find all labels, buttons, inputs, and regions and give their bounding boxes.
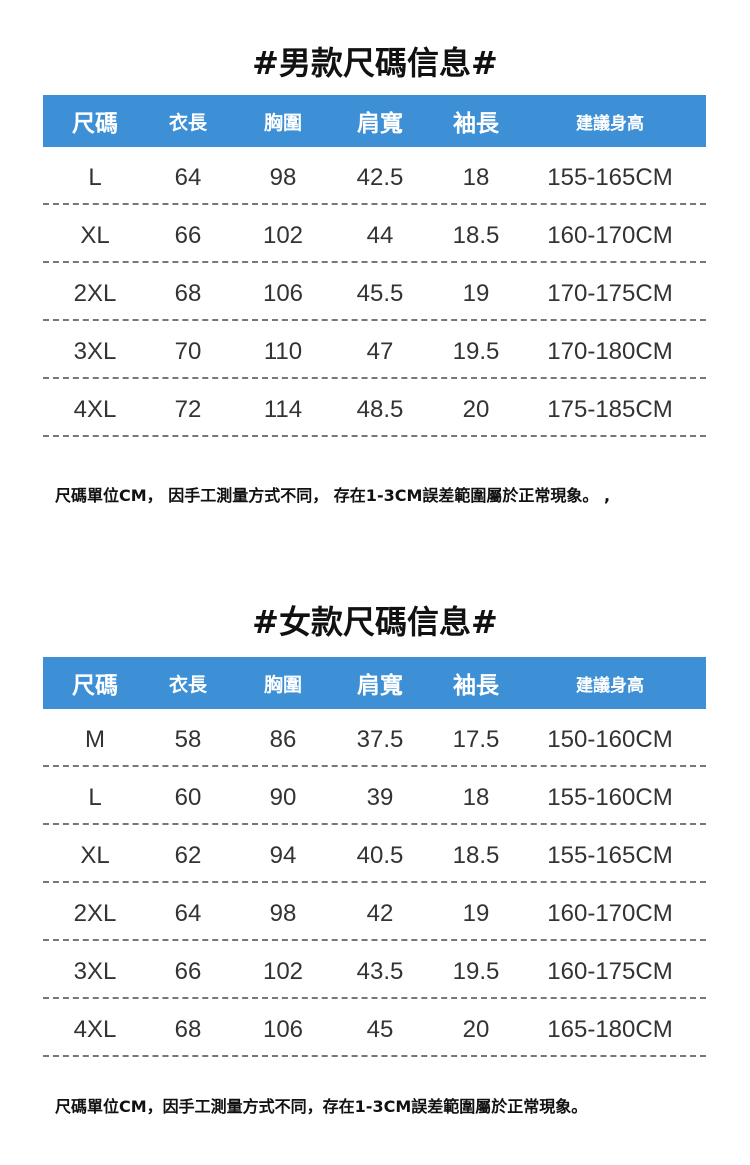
table-cell: 155-165CM (547, 842, 673, 869)
column-header: 胸圍 (263, 111, 303, 134)
column-header: 尺碼 (72, 111, 118, 137)
table-cell: 94 (269, 842, 297, 869)
table-row: M 58 86 37.5 17.5 150-160CM (43, 709, 706, 767)
table-cell: 86 (269, 726, 297, 753)
table-cell: L (88, 164, 102, 191)
table-cell: 64 (174, 900, 202, 927)
table-cell: 19 (462, 280, 490, 307)
table-cell: 45.5 (356, 280, 404, 307)
table-cell: 110 (263, 338, 303, 365)
table-cell: 165-180CM (547, 1016, 673, 1043)
table-cell: 3XL (73, 338, 117, 365)
table-cell: 18.5 (452, 222, 500, 249)
table-cell: 19.5 (452, 338, 500, 365)
table-cell: 45 (366, 1016, 394, 1043)
table-cell: 20 (462, 396, 490, 423)
table-cell: M (85, 726, 105, 753)
table-cell: 90 (269, 784, 297, 811)
table-cell: 19 (462, 900, 490, 927)
column-header: 建議身高 (576, 113, 644, 134)
table-row: L 64 98 42.5 18 155-165CM (43, 147, 706, 205)
table-cell: 155-160CM (547, 784, 673, 811)
table-cell: 17.5 (452, 726, 500, 753)
table-cell: 72 (174, 396, 202, 423)
column-header: 肩寬 (357, 111, 403, 137)
header-row: 尺碼 衣長 胸圍 肩寬 袖長 建議身高 (43, 657, 706, 709)
table-row: 3XL 66 102 43.5 19.5 160-175CM (43, 941, 706, 999)
column-header: 建議身高 (576, 675, 644, 696)
table-cell: 62 (174, 842, 202, 869)
table-cell: 150-160CM (547, 726, 673, 753)
table-cell: 160-175CM (547, 958, 673, 985)
header-row: 尺碼 衣長 胸圍 肩寬 袖長 建議身高 (43, 95, 706, 147)
table-cell: 2XL (73, 280, 117, 307)
table-cell: XL (80, 222, 110, 249)
table-cell: 106 (262, 1016, 304, 1043)
table-cell: 66 (174, 958, 202, 985)
women-title: #女款尺碼信息# (252, 603, 498, 641)
table-row: XL 66 102 44 18.5 160-170CM (43, 205, 706, 263)
table-cell: 4XL (73, 1016, 117, 1043)
table-cell: 18.5 (452, 842, 500, 869)
table-cell: 2XL (73, 900, 117, 927)
men-size-table: 尺碼 衣長 胸圍 肩寬 袖長 建議身高 L 64 98 42.5 18 155-165CM XL 66 10… (43, 95, 706, 437)
column-header: 衣長 (168, 111, 208, 134)
table-cell: 102 (262, 958, 304, 985)
table-cell: 42 (366, 900, 394, 927)
table-row: L 60 90 39 18 155-160CM (43, 767, 706, 825)
column-header: 袖長 (453, 673, 499, 699)
table-cell: 3XL (73, 958, 117, 985)
men-note: 尺碼單位CM， 因手工測量方式不同， 存在1-3CM誤差範圍屬於正常現象。 , (55, 486, 611, 505)
column-header: 尺碼 (72, 673, 118, 699)
table-cell: 64 (174, 164, 202, 191)
table-cell: 160-170CM (547, 222, 673, 249)
table-cell: 175-185CM (547, 396, 673, 423)
table-cell: 43.5 (356, 958, 404, 985)
table-row: 4XL 68 106 45 20 165-180CM (43, 999, 706, 1057)
table-row: 2XL 64 98 42 19 160-170CM (43, 883, 706, 941)
table-row: 2XL 68 106 45.5 19 170-175CM (43, 263, 706, 321)
table-cell: XL (80, 842, 110, 869)
men-title: #男款尺碼信息# (252, 44, 498, 82)
table-cell: 4XL (73, 396, 117, 423)
table-cell: 155-165CM (547, 164, 673, 191)
table-cell: 37.5 (356, 726, 404, 753)
column-header: 袖長 (453, 111, 499, 137)
table-cell: 98 (269, 900, 297, 927)
table-cell: 44 (366, 222, 394, 249)
table-cell: 39 (366, 784, 394, 811)
column-header: 肩寬 (357, 673, 403, 699)
column-header: 胸圍 (263, 673, 303, 696)
table-cell: 68 (174, 280, 202, 307)
table-cell: 42.5 (356, 164, 404, 191)
table-cell: 106 (262, 280, 304, 307)
table-cell: 66 (174, 222, 202, 249)
column-header: 衣長 (168, 673, 208, 696)
table-cell: 160-170CM (547, 900, 673, 927)
table-cell: 47 (366, 338, 394, 365)
table-cell: 70 (174, 338, 202, 365)
table-cell: 98 (269, 164, 297, 191)
table-cell: 58 (174, 726, 202, 753)
table-cell: 18 (462, 164, 490, 191)
table-row: 3XL 70 110 47 19.5 170-180CM (43, 321, 706, 379)
table-cell: 19.5 (452, 958, 500, 985)
table-cell: 170-175CM (547, 280, 673, 307)
table-cell: 48.5 (356, 396, 404, 423)
table-cell: 60 (174, 784, 202, 811)
table-row: XL 62 94 40.5 18.5 155-165CM (43, 825, 706, 883)
table-cell: 40.5 (356, 842, 404, 869)
women-size-table: 尺碼 衣長 胸圍 肩寬 袖長 建議身高 M 58 86 37.5 17.5 150-160CM L 60 9… (43, 657, 706, 1057)
table-cell: 68 (174, 1016, 202, 1043)
table-cell: 102 (262, 222, 304, 249)
table-cell: L (88, 784, 102, 811)
table-row: 4XL 72 114 48.5 20 175-185CM (43, 379, 706, 437)
women-note: 尺碼單位CM，因手工測量方式不同，存在1-3CM誤差範圍屬於正常現象。 (55, 1097, 588, 1116)
table-cell: 18 (462, 784, 490, 811)
table-cell: 114 (263, 396, 303, 423)
table-cell: 170-180CM (547, 338, 673, 365)
table-cell: 20 (462, 1016, 490, 1043)
